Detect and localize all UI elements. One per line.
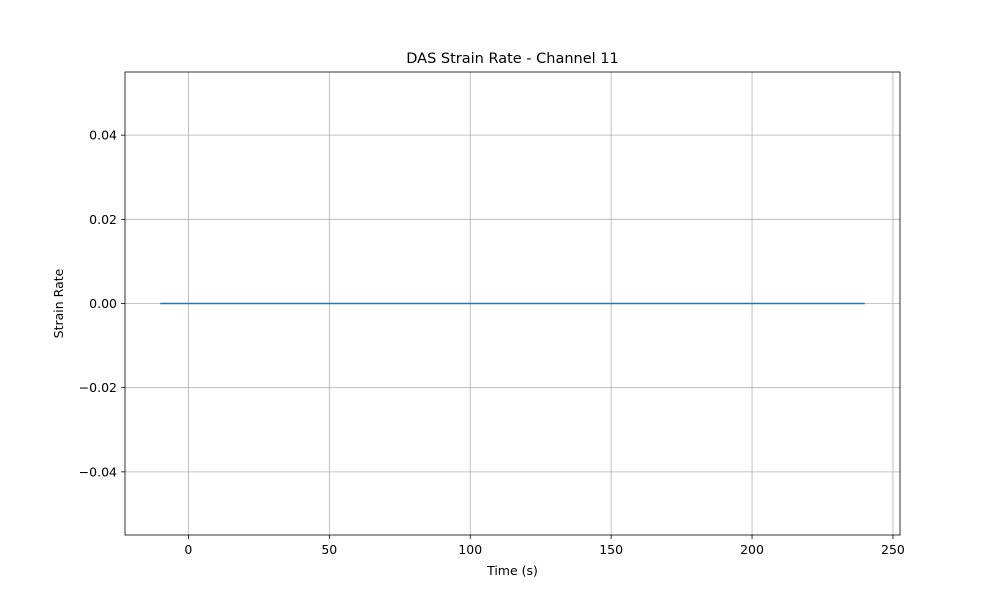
y-tick-label: −0.04 [79,464,117,479]
x-axis-ticks: 0 50 100 150 200 250 [184,535,905,557]
y-axis-ticks: −0.04 −0.02 0.00 0.02 0.04 [79,128,125,479]
y-tick-label: 0.02 [89,212,117,227]
x-tick-label: 0 [184,542,192,557]
plot-area [124,71,901,536]
y-tick-label: 0.00 [89,296,117,311]
x-tick-label: 50 [321,542,337,557]
y-axis-label: Strain Rate [51,268,66,338]
y-tick-label: 0.04 [89,128,117,143]
x-tick-label: 150 [599,542,623,557]
x-tick-label: 250 [881,542,905,557]
chart-title: DAS Strain Rate - Channel 11 [406,51,619,67]
x-tick-label: 100 [458,542,482,557]
x-axis-label: Time (s) [486,563,538,578]
y-tick-label: −0.02 [79,380,117,395]
x-tick-label: 200 [740,542,764,557]
